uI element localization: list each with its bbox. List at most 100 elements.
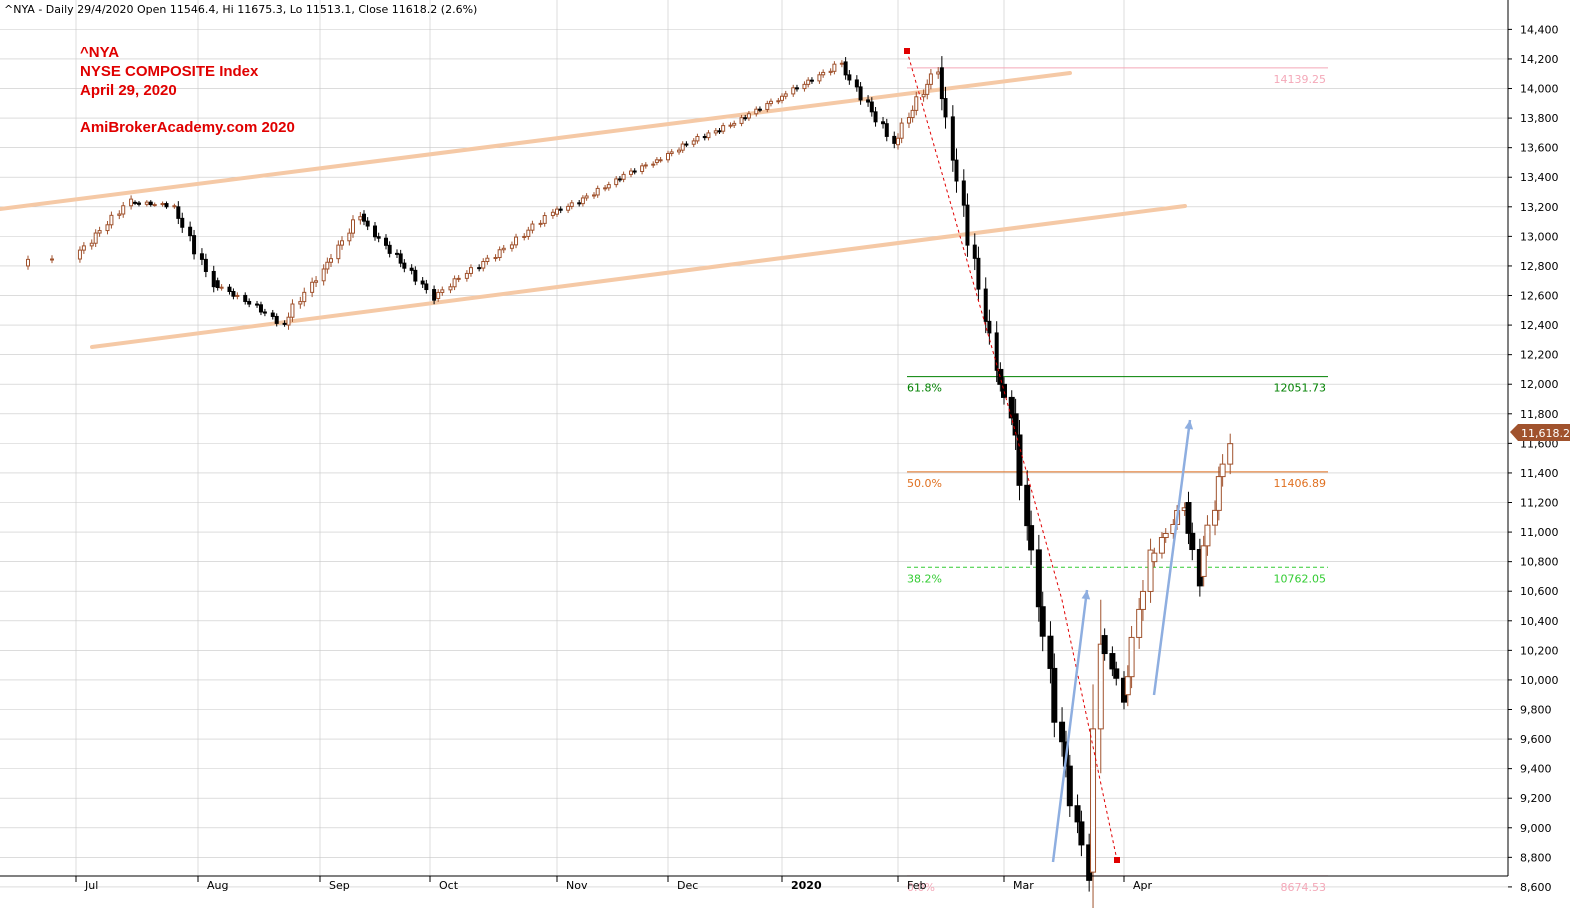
candle-body <box>854 79 859 88</box>
candle-body <box>1204 524 1211 547</box>
candle-body <box>109 214 114 226</box>
candle-body <box>522 235 527 238</box>
candles <box>26 56 1234 908</box>
candle-body <box>514 236 519 246</box>
candle-body <box>219 286 224 289</box>
candle-body <box>117 213 122 216</box>
zigzag-line <box>906 50 1118 861</box>
candle-body <box>336 244 341 260</box>
candle-body <box>477 267 482 270</box>
candle-body <box>538 222 543 225</box>
candle-body <box>395 252 399 255</box>
candle-body <box>1039 606 1046 637</box>
candle-body <box>501 247 506 251</box>
candle-body <box>954 159 959 182</box>
x-tick-label: Jul <box>84 879 98 892</box>
candle-body <box>603 187 608 190</box>
trend-arrow <box>1051 589 1089 863</box>
candle-body <box>1012 413 1019 436</box>
candle-body <box>783 93 788 97</box>
candle-body <box>817 74 822 82</box>
candle-body <box>721 125 726 132</box>
y-tick-label: 10,800 <box>1520 556 1559 569</box>
candle-body <box>402 262 407 269</box>
x-tick-label: Dec <box>677 879 698 892</box>
candle-body <box>235 294 240 297</box>
candle-body <box>1035 549 1042 608</box>
candle-body <box>409 267 414 271</box>
candle-body <box>669 151 674 154</box>
candle-body <box>262 311 267 314</box>
candle-body <box>314 280 319 283</box>
candle-body <box>892 135 897 144</box>
candle-body <box>340 240 344 246</box>
candle-body <box>757 108 762 111</box>
candle-body <box>791 87 796 95</box>
trend-arrow <box>1152 419 1192 696</box>
candle-body <box>215 280 220 289</box>
candle-body <box>776 100 781 103</box>
upper-channel-line <box>0 71 1072 211</box>
y-tick-label: 13,800 <box>1520 112 1559 125</box>
candle-body <box>188 226 193 237</box>
candle-body <box>640 165 645 173</box>
y-tick-label: 9,200 <box>1520 792 1552 805</box>
site-label: AmiBrokerAcademy.com 2020 <box>80 119 295 136</box>
y-tick-label: 9,000 <box>1520 822 1552 835</box>
candle-body <box>550 211 555 217</box>
candle-body <box>286 316 291 326</box>
candle-body <box>555 208 559 215</box>
candle-body <box>1016 434 1023 486</box>
zigzag-point <box>1114 857 1120 863</box>
candle-body <box>424 283 429 291</box>
candle-body <box>684 143 689 146</box>
candle-body <box>398 253 403 264</box>
candle-body <box>192 235 197 255</box>
candle-body <box>26 258 30 267</box>
x-tick-label: Nov <box>566 879 588 892</box>
candle-body <box>384 237 388 246</box>
candle-body <box>362 213 366 222</box>
symbol-label: ^NYA <box>80 44 119 61</box>
candle-body <box>347 232 352 242</box>
candle-body <box>1147 549 1154 592</box>
candle-body <box>677 149 682 153</box>
candle-body <box>1162 532 1169 539</box>
candle-body <box>1074 805 1081 823</box>
zigzag-point <box>904 48 910 54</box>
y-tick-label: 8,600 <box>1520 881 1552 894</box>
candle-body <box>270 312 275 317</box>
candle-body <box>928 73 933 85</box>
candle-body <box>1001 383 1007 398</box>
candle-body <box>258 304 263 313</box>
candle-body <box>1051 667 1058 723</box>
candle-body <box>936 71 941 75</box>
chart-header: ^NYA - Daily 29/4/2020 Open 11546.4, Hi … <box>4 3 477 16</box>
fib-level-percent: 50.0% <box>907 477 942 490</box>
candle-body <box>440 289 445 293</box>
candle-body <box>806 79 811 85</box>
y-tick-label: 11,200 <box>1520 497 1559 510</box>
candle-body <box>81 245 86 251</box>
candle-body <box>152 204 157 207</box>
candle-body <box>1136 608 1143 638</box>
candle-body <box>732 122 737 126</box>
lower-channel-line <box>90 204 1187 349</box>
fib-level-percent: 61.8% <box>907 382 942 395</box>
candle-body <box>93 232 98 244</box>
candle-body <box>526 229 531 237</box>
y-tick-label: 13,600 <box>1520 142 1559 155</box>
candle-body <box>606 184 611 189</box>
candle-body <box>50 258 54 261</box>
candle-body <box>1124 676 1131 696</box>
candle-body <box>148 201 153 206</box>
candle-body <box>325 261 330 270</box>
candle-body <box>695 135 700 142</box>
candle-body <box>566 205 571 211</box>
candle-body <box>1212 509 1219 526</box>
candle-body <box>329 258 333 263</box>
candle-body <box>105 224 110 232</box>
candle-body <box>1128 636 1135 678</box>
fib-level-value: 14139.25 <box>1274 73 1327 86</box>
candle-body <box>133 201 138 204</box>
